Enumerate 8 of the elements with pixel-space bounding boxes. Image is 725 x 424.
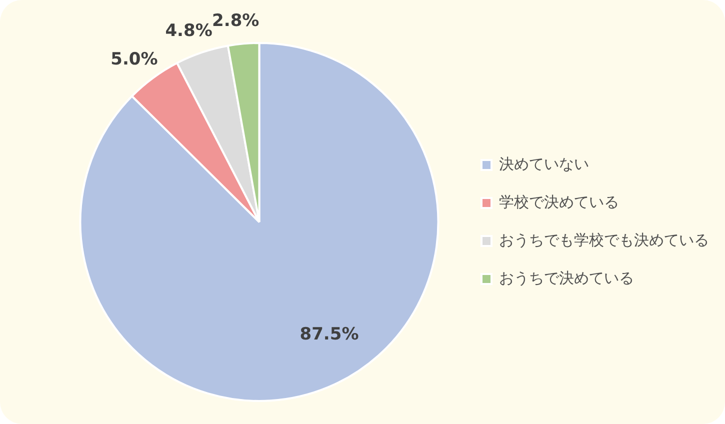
legend-label: 決めていない xyxy=(499,154,589,173)
legend-label: おうちでも学校でも決めている xyxy=(499,230,709,249)
legend-label: 学校で決めている xyxy=(499,192,619,211)
data-label: 87.5% xyxy=(300,324,359,344)
data-label: 5.0% xyxy=(110,49,158,70)
data-label: 4.8% xyxy=(165,21,212,42)
legend-label: おうちで決めている xyxy=(499,268,634,287)
data-label: 2.8% xyxy=(212,11,260,32)
